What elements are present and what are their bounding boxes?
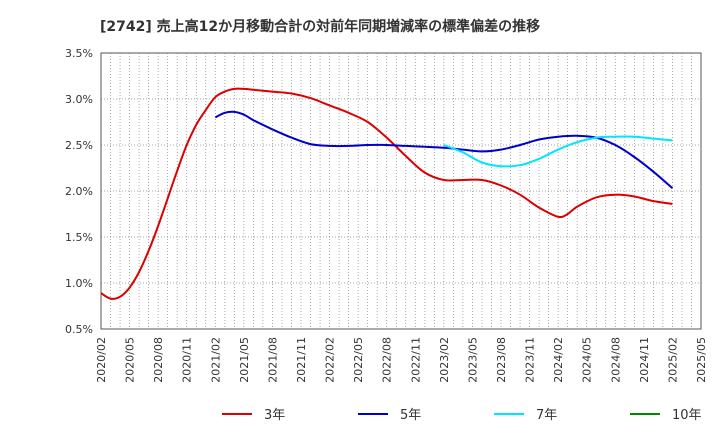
x-tick-label: 2023/11 <box>524 337 537 383</box>
x-tick-label: 2021/05 <box>238 337 251 383</box>
x-tick-label: 2022/08 <box>381 337 394 383</box>
x-tick-label: 2023/08 <box>495 337 508 383</box>
x-tick-label: 2024/02 <box>552 337 565 383</box>
x-tick-label: 2022/11 <box>409 337 422 383</box>
legend-label: 7年 <box>536 408 557 423</box>
x-tick-label: 2023/02 <box>438 337 451 383</box>
y-tick-label: 1.5% <box>65 231 93 244</box>
x-tick-label: 2025/02 <box>666 337 679 383</box>
x-tick-label: 2020/08 <box>152 337 165 383</box>
x-tick-label: 2020/11 <box>181 337 194 383</box>
x-tick-label: 2022/02 <box>324 337 337 383</box>
x-tick-label: 2025/05 <box>695 337 708 383</box>
legend-label: 3年 <box>264 408 285 423</box>
y-tick-label: 2.5% <box>65 139 93 152</box>
y-tick-label: 2.0% <box>65 185 93 198</box>
x-tick-label: 2023/05 <box>466 337 479 383</box>
y-tick-label: 1.0% <box>65 277 93 290</box>
x-tick-label: 2020/02 <box>95 337 108 383</box>
chart-title: [2742] 売上高12か月移動合計の対前年同期増減率の標準偏差の推移 <box>100 18 540 35</box>
legend-label: 5年 <box>400 408 421 423</box>
x-tick-label: 2024/11 <box>638 337 651 383</box>
axis-layer: 0.5% 1.0% 1.5% 2.0% 2.5% 3.0% 3.5% 2020/02 2020/… <box>65 47 708 383</box>
series-line-5年 <box>214 110 674 189</box>
x-tick-label: 2024/08 <box>609 337 622 383</box>
x-tick-label: 2021/02 <box>209 337 222 383</box>
x-tick-label: 2022/05 <box>352 337 365 383</box>
series-line-7年 <box>443 135 673 168</box>
plot-frame <box>100 52 702 330</box>
x-tick-label: 2021/08 <box>266 337 279 383</box>
y-tick-label: 0.5% <box>65 323 93 336</box>
y-tick-label: 3.5% <box>65 47 93 60</box>
x-tick-label: 2024/05 <box>581 337 594 383</box>
legend-label: 10年 <box>672 408 702 423</box>
grid-layer <box>100 52 702 330</box>
series-layer <box>100 87 674 300</box>
x-tick-label: 2021/11 <box>295 337 308 383</box>
y-tick-label: 3.0% <box>65 93 93 106</box>
x-tick-label: 2020/05 <box>124 337 137 383</box>
series-line-3年 <box>100 87 673 300</box>
legend: 3年 5年 7年 10年 <box>222 408 702 423</box>
